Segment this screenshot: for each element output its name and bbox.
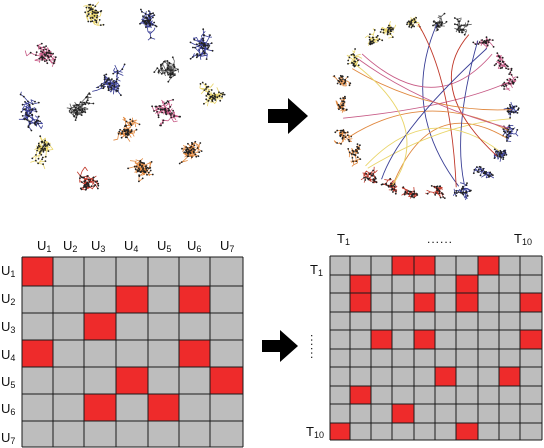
right-matrix-active-cell (520, 330, 542, 349)
right-matrix-active-cell (330, 423, 350, 440)
circular-cluster (379, 21, 397, 39)
circular-cluster (333, 128, 353, 145)
network-cluster (189, 28, 214, 60)
right-matrix-active-cell (392, 404, 414, 423)
circular-cluster (401, 186, 419, 199)
left-matrix-row-label: U5 (1, 374, 16, 391)
left-matrix-row-label: U7 (1, 430, 16, 447)
left-matrix-col-label: U7 (220, 238, 235, 255)
network-cluster (113, 116, 141, 142)
right-matrix-top-label-last: T10 (514, 231, 532, 248)
circular-cluster (493, 148, 508, 162)
network-cluster (127, 158, 154, 183)
circular-cluster (360, 166, 378, 184)
circular-cluster (472, 165, 495, 179)
inner-links (343, 23, 512, 188)
network-cluster (24, 42, 57, 68)
left-matrix-active-cell (116, 286, 148, 313)
network-cluster (178, 140, 203, 165)
network-cluster (66, 92, 95, 121)
left-matrix-row-label: U4 (1, 347, 16, 364)
circular-cluster (452, 182, 472, 201)
cluster-network-graph (18, 1, 226, 191)
right-arrow-icon (262, 330, 298, 362)
network-cluster (30, 135, 54, 170)
circular-cluster (503, 101, 520, 119)
network-cluster (83, 1, 105, 26)
right-matrix-active-cell (350, 293, 371, 312)
left-matrix-col-label: U5 (157, 238, 172, 255)
left-matrix-active-cell (179, 286, 210, 313)
left-matrix-active-cell (179, 340, 210, 367)
left-matrix-active-cell (116, 367, 148, 394)
right-matrix-active-cell (350, 386, 371, 404)
left-matrix-row-label: U3 (1, 319, 16, 336)
right-matrix-side-ellipsis: ...... (308, 333, 323, 361)
right-matrix-active-cell (478, 256, 499, 275)
right-matrix-active-cell (414, 330, 435, 349)
network-cluster (153, 56, 179, 83)
right-matrix-active-cell (350, 275, 371, 293)
right-matrix-active-cell (456, 275, 478, 293)
left-matrix-col-label: U2 (63, 238, 78, 255)
right-matrix-active-cell (456, 293, 478, 312)
network-cluster (76, 166, 100, 191)
left-matrix-active-cell (22, 257, 53, 286)
right-matrix-active-cell (520, 293, 542, 312)
right-matrix-side-label-first: T1 (310, 262, 323, 279)
circular-cluster (453, 17, 472, 36)
left-matrix-active-cell (210, 367, 243, 394)
right-matrix-active-cell (456, 423, 478, 440)
circular-cluster (347, 143, 362, 167)
right-matrix-top-ellipsis: ...... (427, 232, 454, 246)
right-matrix-side-label-last: T10 (306, 424, 324, 441)
right-matrix-active-cell (499, 367, 520, 386)
right-matrix-top-label-first: T1 (337, 231, 350, 248)
right-matrix-active-cell (435, 367, 456, 386)
circular-cluster (432, 12, 448, 32)
left-matrix-col-label: U3 (91, 238, 106, 255)
circular-cluster (335, 95, 348, 113)
right-adjacency-matrix (329, 255, 543, 441)
right-matrix-active-cell (392, 256, 414, 275)
circular-cluster (500, 69, 519, 91)
left-adjacency-matrix (21, 256, 244, 448)
left-matrix-col-label: U1 (37, 238, 52, 255)
circular-cluster (406, 16, 422, 31)
network-cluster (18, 91, 44, 132)
right-matrix-active-cell (414, 293, 435, 312)
right-matrix-active-cell (414, 256, 435, 275)
left-matrix-active-cell (148, 394, 179, 421)
left-matrix-active-cell (84, 313, 116, 340)
circular-cluster (425, 185, 446, 200)
network-cluster (151, 98, 182, 127)
left-matrix-row-label: U1 (1, 263, 16, 280)
network-cluster (139, 8, 158, 41)
circular-network-graph (332, 12, 520, 201)
circular-cluster (493, 52, 513, 70)
left-matrix-row-label: U2 (1, 291, 16, 308)
left-matrix-active-cell (22, 340, 53, 367)
circular-cluster (332, 74, 352, 87)
circular-cluster (472, 36, 495, 49)
left-matrix-row-label: U6 (1, 401, 16, 418)
network-cluster (92, 63, 126, 97)
left-matrix-col-label: U6 (187, 238, 202, 255)
circular-cluster (364, 28, 384, 46)
right-matrix-active-cell (371, 330, 392, 349)
circular-cluster (346, 48, 363, 68)
left-matrix-active-cell (84, 394, 116, 421)
right-arrow-icon (268, 98, 308, 134)
left-matrix-col-label: U4 (124, 238, 139, 255)
network-cluster (199, 81, 226, 107)
